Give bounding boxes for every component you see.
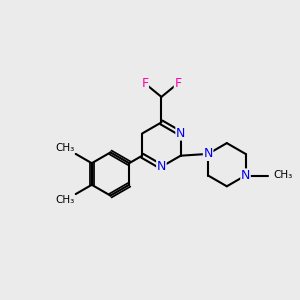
Text: N: N: [203, 147, 213, 161]
Text: N: N: [176, 127, 185, 140]
Text: F: F: [174, 77, 182, 90]
Text: N: N: [241, 169, 250, 182]
Text: F: F: [141, 77, 148, 90]
Text: CH₃: CH₃: [55, 195, 74, 205]
Text: N: N: [157, 160, 166, 173]
Text: CH₃: CH₃: [55, 143, 74, 153]
Text: CH₃: CH₃: [273, 170, 293, 181]
